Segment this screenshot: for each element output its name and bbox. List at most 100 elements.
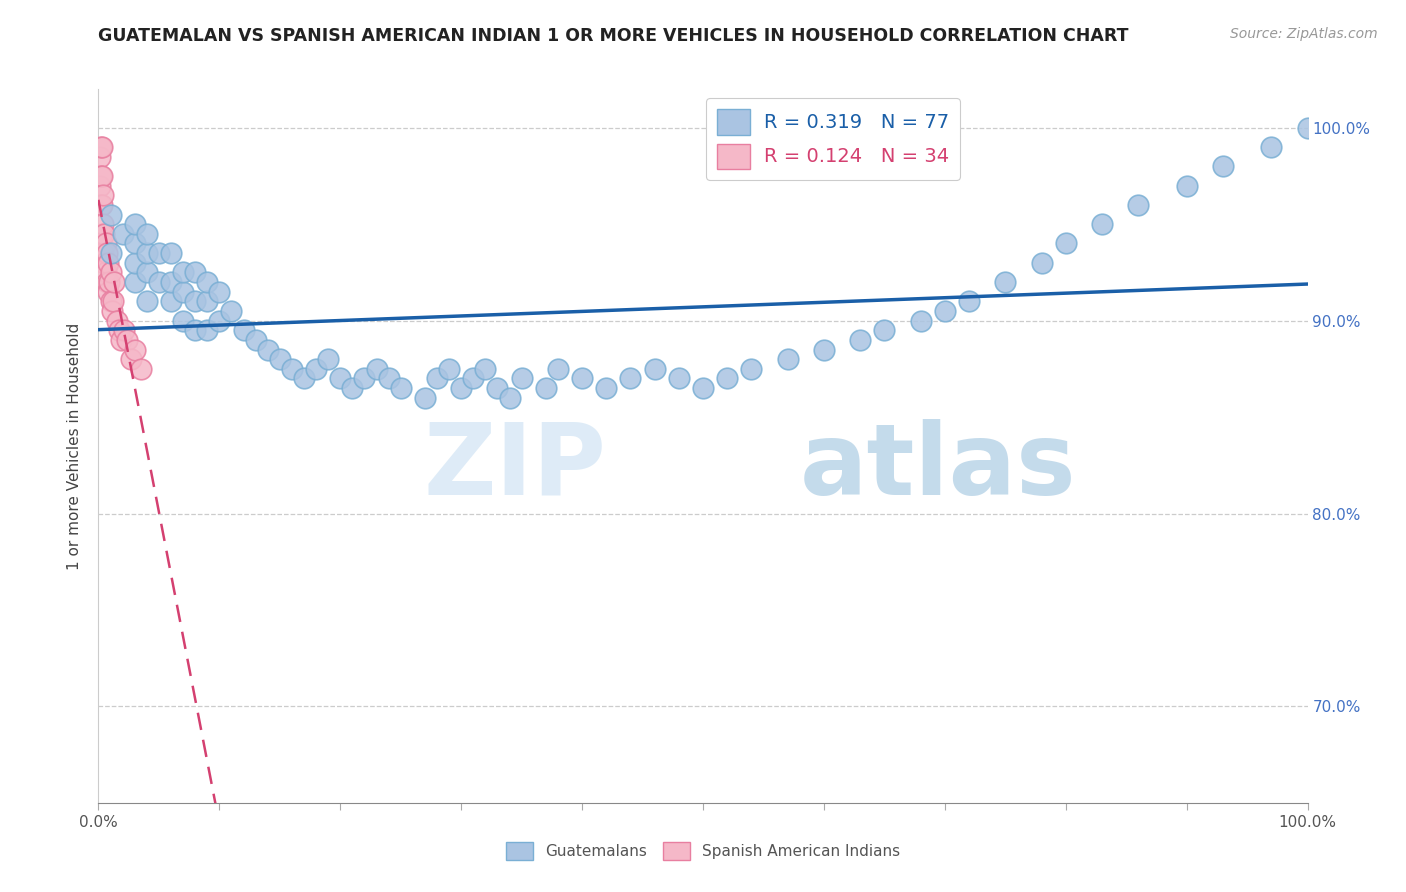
Point — [740, 362, 762, 376]
Point — [96, 275, 118, 289]
Point — [90, 140, 112, 154]
Point — [195, 294, 218, 309]
Point — [172, 313, 194, 327]
Point — [619, 371, 641, 385]
Point — [97, 256, 120, 270]
Point — [934, 304, 956, 318]
Point — [450, 381, 472, 395]
Point — [245, 333, 267, 347]
Point — [100, 294, 122, 309]
Point — [105, 313, 128, 327]
Y-axis label: 1 or more Vehicles in Household: 1 or more Vehicles in Household — [67, 322, 83, 570]
Point — [101, 294, 124, 309]
Point — [172, 265, 194, 279]
Point — [1260, 140, 1282, 154]
Point — [463, 371, 485, 385]
Point — [100, 265, 122, 279]
Point — [91, 198, 114, 212]
Point — [91, 140, 114, 154]
Point — [232, 323, 254, 337]
Text: ZIP: ZIP — [423, 419, 606, 516]
Point — [692, 381, 714, 395]
Point — [93, 256, 115, 270]
Point — [994, 275, 1017, 289]
Point — [91, 217, 114, 231]
Point — [413, 391, 436, 405]
Point — [184, 265, 207, 279]
Point — [124, 236, 146, 251]
Point — [208, 285, 231, 299]
Point — [595, 381, 617, 395]
Point — [510, 371, 533, 385]
Point — [849, 333, 872, 347]
Point — [305, 362, 328, 376]
Point — [534, 381, 557, 395]
Point — [910, 313, 932, 327]
Point — [1031, 256, 1053, 270]
Point — [91, 246, 114, 260]
Point — [221, 304, 243, 318]
Legend: Guatemalans, Spanish American Indians: Guatemalans, Spanish American Indians — [499, 836, 907, 866]
Point — [89, 150, 111, 164]
Point — [91, 227, 114, 241]
Point — [135, 246, 157, 260]
Point — [93, 227, 115, 241]
Point — [124, 256, 146, 270]
Point — [1296, 120, 1319, 135]
Point — [100, 208, 122, 222]
Point — [644, 362, 666, 376]
Point — [1128, 198, 1150, 212]
Point — [292, 371, 315, 385]
Point — [389, 381, 412, 395]
Point — [96, 246, 118, 260]
Point — [103, 275, 125, 289]
Point — [135, 227, 157, 241]
Point — [160, 246, 183, 260]
Point — [184, 294, 207, 309]
Point — [498, 391, 520, 405]
Point — [97, 285, 120, 299]
Point — [474, 362, 496, 376]
Point — [90, 198, 112, 212]
Point — [94, 265, 117, 279]
Point — [160, 275, 183, 289]
Point — [957, 294, 980, 309]
Point — [547, 362, 569, 376]
Point — [124, 275, 146, 289]
Point — [148, 246, 170, 260]
Point — [668, 371, 690, 385]
Point — [342, 381, 364, 395]
Point — [135, 265, 157, 279]
Point — [172, 285, 194, 299]
Point — [571, 371, 593, 385]
Point — [281, 362, 304, 376]
Point — [112, 323, 135, 337]
Point — [184, 323, 207, 337]
Point — [353, 371, 375, 385]
Point — [98, 275, 121, 289]
Point — [1054, 236, 1077, 251]
Point — [1212, 159, 1234, 173]
Point — [111, 227, 134, 241]
Point — [256, 343, 278, 357]
Point — [316, 352, 339, 367]
Point — [94, 236, 117, 251]
Point — [486, 381, 509, 395]
Point — [124, 343, 146, 357]
Point — [813, 343, 835, 357]
Text: Source: ZipAtlas.com: Source: ZipAtlas.com — [1230, 27, 1378, 41]
Point — [120, 352, 142, 367]
Point — [108, 323, 131, 337]
Point — [124, 217, 146, 231]
Text: atlas: atlas — [800, 419, 1077, 516]
Point — [1091, 217, 1114, 231]
Point — [135, 294, 157, 309]
Point — [716, 371, 738, 385]
Point — [148, 275, 170, 289]
Point — [129, 362, 152, 376]
Point — [437, 362, 460, 376]
Point — [873, 323, 896, 337]
Point — [1175, 178, 1198, 193]
Point — [776, 352, 799, 367]
Point — [195, 275, 218, 289]
